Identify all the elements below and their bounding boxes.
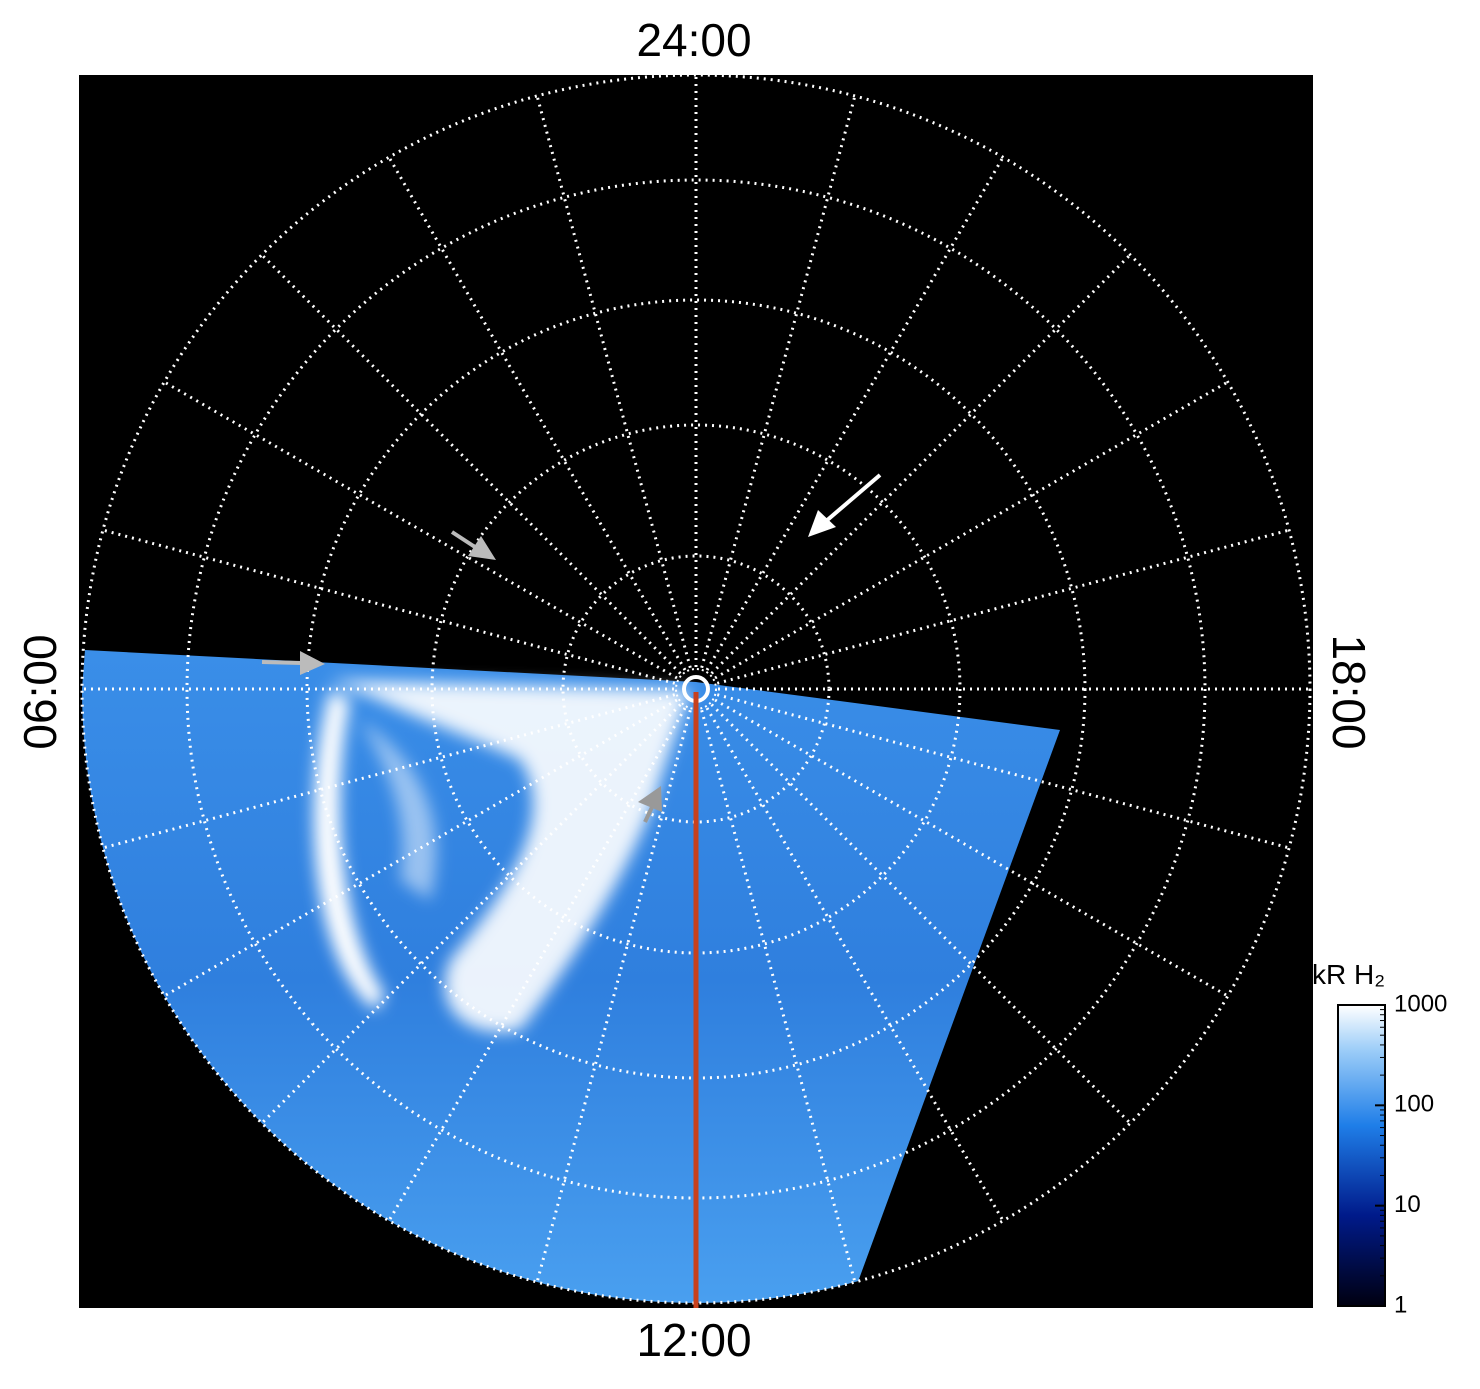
meridian xyxy=(535,95,692,669)
meridian xyxy=(102,693,676,850)
meridian xyxy=(705,707,1005,1222)
meridian xyxy=(387,707,687,1222)
time-label-top: 24:00 xyxy=(636,14,751,66)
meridian xyxy=(260,253,682,675)
meridian xyxy=(710,253,1132,675)
colorbar xyxy=(1337,1004,1386,1307)
meridian xyxy=(714,698,1229,998)
polar-grid xyxy=(80,73,1312,1305)
meridian xyxy=(716,693,1290,850)
meridian xyxy=(705,156,1005,671)
time-label-bottom: 12:00 xyxy=(636,1314,751,1366)
meridian xyxy=(387,156,687,671)
meridian xyxy=(163,380,678,680)
arrows xyxy=(261,473,882,823)
meridian xyxy=(716,528,1290,685)
meridian xyxy=(102,528,676,685)
meridian xyxy=(535,709,692,1283)
time-label-right: 18:00 xyxy=(1323,634,1375,749)
meridian xyxy=(260,703,682,1125)
colorbar-tick-label: 1000 xyxy=(1394,990,1447,1017)
time-label-left: 06:00 xyxy=(14,634,66,749)
meridian xyxy=(710,703,1132,1125)
meridian xyxy=(714,380,1229,680)
meridian xyxy=(700,709,857,1283)
colorbar-tick-label: 10 xyxy=(1394,1191,1421,1218)
meridian xyxy=(700,95,857,669)
colorbar-tick-label: 100 xyxy=(1394,1091,1434,1118)
meridian xyxy=(163,698,678,998)
colorbar-tick-label: 1 xyxy=(1394,1291,1407,1318)
colorbar-label: kR H₂ xyxy=(1312,959,1385,990)
